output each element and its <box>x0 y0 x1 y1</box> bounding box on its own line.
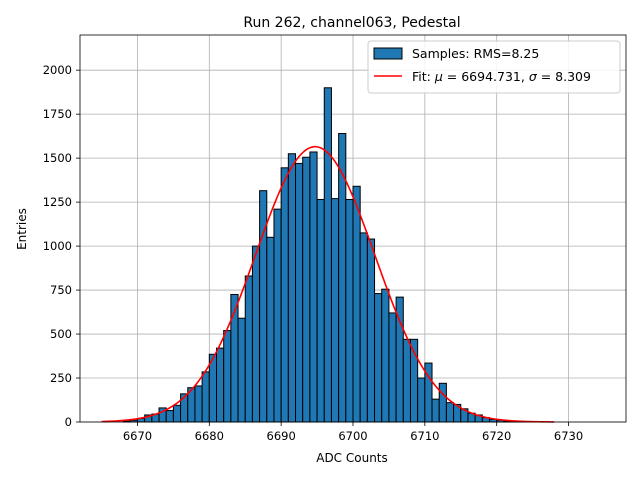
histogram-bar <box>244 275 253 423</box>
histogram-bar <box>165 410 174 423</box>
histogram-bar <box>323 87 332 423</box>
histogram-bar <box>237 317 246 423</box>
legend-bar-swatch <box>373 47 403 60</box>
histogram-bar <box>381 288 390 423</box>
histogram-bar <box>194 385 203 423</box>
histogram-bar <box>280 167 289 423</box>
y-tick-label: 1500 <box>43 151 72 165</box>
legend-box <box>367 40 621 94</box>
histogram-bar <box>445 402 455 423</box>
x-tick-label: 6700 <box>338 429 367 443</box>
x-tick-label: 6730 <box>554 429 583 443</box>
y-tick-label: 1750 <box>43 107 72 121</box>
histogram-bar <box>201 371 210 423</box>
legend-fit-mu-symbol: μ <box>434 69 443 84</box>
histogram-bar <box>366 238 376 423</box>
histogram-bar <box>431 398 440 423</box>
x-tick-label: 6670 <box>123 429 152 443</box>
y-tick-label: 2000 <box>43 63 72 77</box>
x-axis-label: ADC Counts <box>316 451 388 465</box>
histogram-bar <box>273 208 282 423</box>
y-tick-label: 1000 <box>43 239 72 253</box>
y-tick-label: 500 <box>50 327 72 341</box>
x-tick-label: 6680 <box>195 429 224 443</box>
y-tick-label: 0 <box>65 415 72 429</box>
histogram-bars <box>122 87 541 423</box>
histogram-bar <box>295 162 304 423</box>
histogram-bar <box>266 236 275 423</box>
histogram-bar <box>345 198 354 423</box>
histogram-bar <box>330 198 340 423</box>
histogram-bar <box>402 338 411 423</box>
fit-curve <box>101 145 555 423</box>
y-tick-label: 1250 <box>43 195 72 209</box>
histogram-bar <box>216 347 225 423</box>
x-tick-label: 6710 <box>410 429 439 443</box>
legend: Samples: RMS=8.25 Fit: μ = 6694.731, σ =… <box>367 40 621 94</box>
y-axis-ticks: 0 250 500 750 1000 1250 1500 1750 2000 <box>43 63 80 429</box>
legend-histogram-label: Samples: RMS=8.25 <box>412 46 539 61</box>
legend-fit-label: Fit: μ = 6694.731, σ = 8.309 <box>412 69 591 84</box>
histogram-bar <box>417 377 426 423</box>
histogram-bar <box>374 293 383 423</box>
histogram-bar <box>388 312 397 423</box>
x-tick-label: 6690 <box>267 429 296 443</box>
legend-fit-sigma-value: = 8.309 <box>537 69 591 84</box>
histogram-bar <box>287 153 297 423</box>
histogram-bar <box>172 404 182 423</box>
legend-fit-sigma-symbol: σ <box>529 69 538 84</box>
y-axis-label: Entries <box>15 208 29 250</box>
histogram-bar <box>438 382 447 423</box>
chart-title: Run 262, channel063, Pedestal <box>243 15 460 31</box>
histogram-bar <box>352 185 361 423</box>
histogram-bar <box>309 151 318 423</box>
histogram-bar <box>223 330 232 423</box>
y-tick-label: 250 <box>50 371 72 385</box>
histogram-bar <box>302 156 311 423</box>
legend-fit-prefix: Fit: <box>412 69 435 84</box>
y-tick-label: 750 <box>50 283 72 297</box>
x-axis-ticks: 6670 6680 6690 6700 6710 6720 6730 <box>123 422 583 443</box>
histogram-bar <box>251 245 261 423</box>
histogram-bar <box>359 232 368 423</box>
x-tick-label: 6720 <box>482 429 511 443</box>
legend-fit-mu-value: = 6694.731, <box>443 69 529 84</box>
histogram-bar <box>316 198 325 423</box>
